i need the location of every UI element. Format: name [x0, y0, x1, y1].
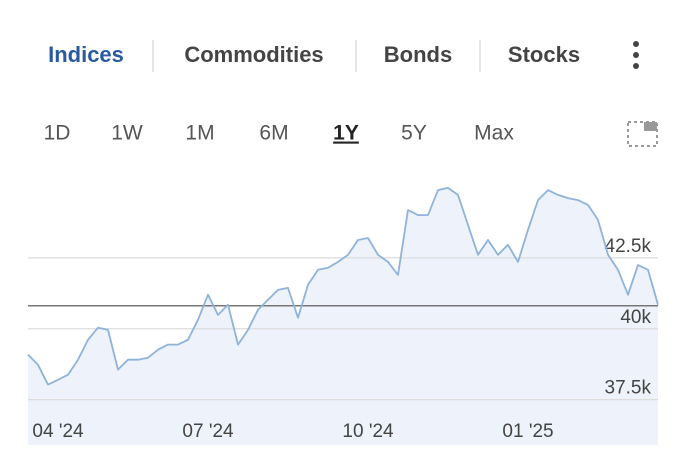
x-tick-label: 04 '24: [32, 421, 84, 442]
tab-separators: [152, 40, 481, 72]
range-button[interactable]: 5Y: [401, 122, 427, 145]
range-button[interactable]: 1Y: [333, 122, 359, 145]
x-tick-label: 07 '24: [182, 421, 234, 442]
icon-corner: [644, 122, 657, 131]
price-line: [27, 187, 659, 386]
range-button[interactable]: 1D: [44, 122, 71, 145]
range-button[interactable]: 1W: [111, 122, 143, 145]
y-tick-label: 42.5k: [605, 236, 652, 257]
dot: [633, 63, 639, 69]
icon-frame: [627, 121, 658, 147]
y-tick-label: 40k: [620, 307, 651, 328]
tab[interactable]: Indices: [48, 42, 124, 67]
range-button[interactable]: Max: [474, 122, 514, 145]
tab[interactable]: Bonds: [384, 42, 452, 67]
dot: [633, 52, 639, 58]
range-button[interactable]: 6M: [259, 122, 288, 145]
dot: [633, 41, 639, 47]
y-tick-label: 37.5k: [605, 378, 652, 399]
fullscreen-icon[interactable]: [627, 121, 658, 147]
tab[interactable]: Stocks: [508, 42, 580, 67]
area-fill: [28, 187, 658, 445]
x-tick-label: 01 '25: [502, 421, 553, 442]
range-button[interactable]: 1M: [185, 122, 214, 145]
x-tick-label: 10 '24: [342, 421, 394, 442]
tab[interactable]: Commodities: [184, 42, 323, 67]
more-menu[interactable]: [633, 41, 639, 69]
